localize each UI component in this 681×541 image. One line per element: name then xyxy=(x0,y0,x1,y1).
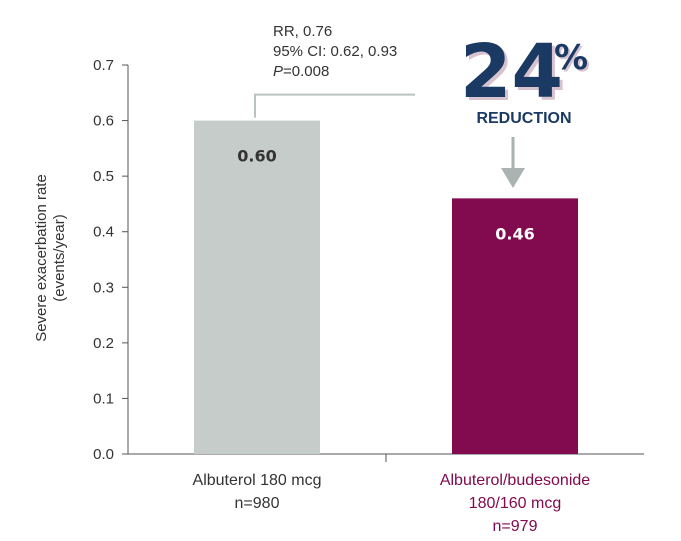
category-label: Albuterol/budesonide xyxy=(440,472,590,489)
p-value-text: P=0.008 xyxy=(273,63,329,80)
p-value: =0.008 xyxy=(283,63,329,80)
reduction-arrow-head xyxy=(501,168,525,188)
bars: 0.60 0.46 xyxy=(194,120,578,455)
p-symbol: P xyxy=(273,63,283,80)
y-tick-label: 0.3 xyxy=(93,279,114,296)
percent-symbol: % xyxy=(554,38,588,78)
y-tick-label: 0.4 xyxy=(93,224,114,241)
y-tick-label: 0.6 xyxy=(93,113,114,130)
y-tick-label: 0.5 xyxy=(93,168,114,185)
y-tick-label: 0.1 xyxy=(93,390,114,407)
category-label: Albuterol 180 mcg xyxy=(193,472,322,489)
bar-value-label: 0.60 xyxy=(237,147,276,166)
bar-albuterol-budesonide xyxy=(452,198,578,454)
reduction-word: REDUCTION xyxy=(476,110,571,127)
category-labels: Albuterol 180 mcg n=980 Albuterol/budesoni… xyxy=(193,454,590,535)
y-tick-label: 0.2 xyxy=(93,335,114,352)
reduction-number: 24 xyxy=(460,29,563,115)
bar-albuterol xyxy=(194,120,320,455)
ci-text: 95% CI: 0.62, 0.93 xyxy=(273,43,397,60)
comparison-connector xyxy=(254,93,415,118)
percent-symbol-shadow: % xyxy=(556,40,590,80)
y-axis-title-line2: (events/year) xyxy=(51,214,68,302)
rr-text: RR, 0.76 xyxy=(273,23,332,40)
category-subline: n=980 xyxy=(235,495,280,512)
bar-value-label: 0.46 xyxy=(495,224,534,243)
reduction-number-shadow: 24 xyxy=(463,32,566,118)
y-ticks: 0.0 0.1 0.2 0.3 0.4 0.5 0.6 0.7 xyxy=(93,57,128,463)
y-axis-title-line1: Severe exacerbation rate xyxy=(33,174,50,342)
y-tick-label: 0.7 xyxy=(93,57,114,74)
category-subline: n=979 xyxy=(493,518,538,535)
reduction-badge: 24 24 % % REDUCTION xyxy=(460,29,590,127)
category-subline: 180/160 mcg xyxy=(469,495,562,512)
y-tick-label: 0.0 xyxy=(93,446,114,463)
